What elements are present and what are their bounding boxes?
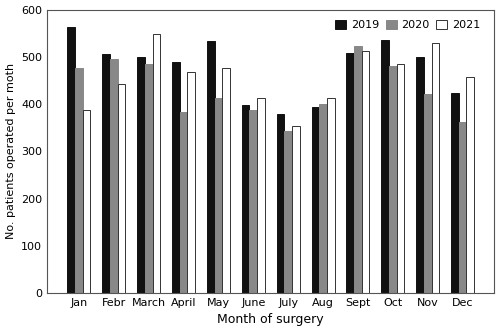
Bar: [396, 64, 404, 293]
Bar: [214, 98, 222, 293]
Bar: [292, 126, 300, 293]
X-axis label: Month of surgery: Month of surgery: [218, 313, 324, 326]
Bar: [382, 40, 389, 293]
Bar: [172, 61, 180, 293]
Y-axis label: No. patients operated per moth: No. patients operated per moth: [6, 63, 16, 239]
Bar: [362, 51, 370, 293]
Bar: [432, 42, 439, 293]
Bar: [389, 66, 396, 293]
Bar: [188, 72, 195, 293]
Bar: [145, 64, 152, 293]
Bar: [75, 68, 83, 293]
Bar: [102, 54, 110, 293]
Bar: [276, 115, 284, 293]
Bar: [354, 46, 362, 293]
Bar: [180, 112, 188, 293]
Bar: [327, 98, 334, 293]
Bar: [242, 106, 250, 293]
Bar: [459, 122, 466, 293]
Bar: [137, 57, 145, 293]
Bar: [284, 131, 292, 293]
Bar: [222, 68, 230, 293]
Bar: [207, 41, 214, 293]
Bar: [110, 59, 118, 293]
Bar: [346, 53, 354, 293]
Bar: [416, 57, 424, 293]
Bar: [118, 84, 126, 293]
Bar: [312, 107, 320, 293]
Bar: [451, 93, 459, 293]
Bar: [152, 34, 160, 293]
Bar: [466, 77, 474, 293]
Bar: [250, 110, 257, 293]
Bar: [257, 98, 265, 293]
Bar: [68, 27, 75, 293]
Bar: [83, 110, 90, 293]
Bar: [320, 104, 327, 293]
Bar: [424, 94, 432, 293]
Legend: 2019, 2020, 2021: 2019, 2020, 2021: [331, 15, 484, 35]
